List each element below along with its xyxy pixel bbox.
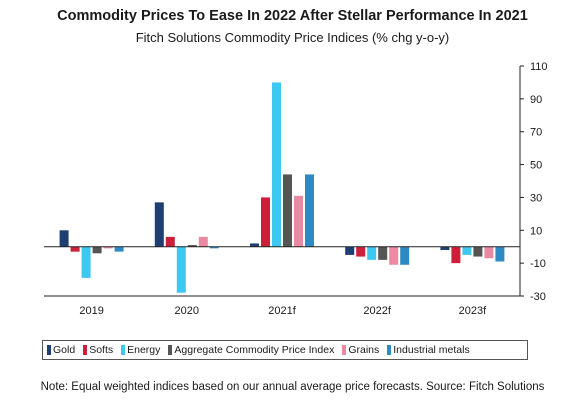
legend-swatch (387, 345, 392, 355)
legend-swatch (121, 345, 126, 355)
legend-label: Softs (89, 344, 114, 356)
y-tick-label: 30 (530, 192, 542, 204)
bar-gold-2020 (154, 202, 164, 247)
x-category-label: 2021f (268, 305, 296, 317)
bar-softs-2022f (356, 246, 366, 257)
legend-label: Gold (53, 344, 76, 356)
bar-softs-2020 (165, 236, 175, 247)
chart-subtitle: Fitch Solutions Commodity Price Indices … (135, 30, 450, 45)
legend-item-energy: Energy (121, 344, 160, 356)
y-axis-ticks: -30 -10 10 30 50 70 90 110 (520, 61, 548, 303)
bar-energy-2022f (367, 246, 377, 260)
legend-item-industrial-metals: Industrial metals (387, 344, 470, 356)
bar-grains-2019 (103, 246, 113, 249)
y-tick-label: -10 (530, 258, 546, 270)
bar-grains-2021f (294, 195, 303, 247)
bar-aggregate-commodity-price-index-2023f (473, 246, 483, 257)
bar-aggregate-commodity-price-index-2021f (283, 174, 292, 247)
legend-swatch (83, 345, 88, 355)
legend-swatch (342, 345, 347, 355)
bar-softs-2021f (261, 197, 270, 247)
x-category-label: 2023f (459, 305, 487, 317)
y-tick-label: 70 (530, 127, 542, 139)
chart-note: Note: Equal weighted indices based on ou… (40, 381, 545, 393)
legend-item-softs: Softs (83, 344, 113, 356)
x-category-label: 2020 (175, 305, 199, 317)
bar-grains-2022f (389, 246, 399, 265)
y-tick-label: 110 (530, 61, 548, 73)
bar-industrial-metals-2020 (209, 246, 219, 249)
bar-grains-2020 (198, 236, 208, 247)
bar-industrial-metals-2021f (305, 174, 314, 247)
legend-item-aggregate-commodity-price-index: Aggregate Commodity Price Index (168, 344, 334, 356)
x-category-label: 2019 (79, 305, 103, 317)
y-tick-label: -30 (530, 291, 546, 303)
bar-aggregate-commodity-price-index-2022f (378, 246, 388, 260)
legend-label: Energy (127, 344, 161, 356)
legend-swatch (47, 345, 51, 355)
bar-gold-2019 (59, 230, 69, 247)
bar-energy-2021f (272, 82, 281, 247)
y-tick-label: 50 (530, 160, 542, 172)
bar-aggregate-commodity-price-index-2019 (92, 246, 102, 254)
bar-softs-2019 (70, 246, 80, 252)
legend-swatch (168, 345, 173, 355)
bar-energy-2020 (176, 246, 186, 293)
bar-gold-2023f (440, 246, 450, 250)
bar-gold-2022f (345, 246, 355, 255)
bar-energy-2019 (81, 246, 91, 278)
bar-gold-2021f (250, 243, 259, 247)
bar-industrial-metals-2019 (114, 246, 124, 252)
bar-energy-2023f (462, 246, 472, 255)
bar-aggregate-commodity-price-index-2020 (187, 245, 197, 247)
x-category-label: 2022f (363, 305, 391, 317)
chart-title: Commodity Prices To Ease In 2022 After S… (57, 8, 528, 24)
legend: Gold Softs Energy Aggregate Commodity Price… (42, 340, 528, 360)
bar-industrial-metals-2022f (400, 246, 410, 265)
legend-label: Industrial metals (393, 344, 470, 356)
y-tick-label: 90 (530, 94, 542, 106)
legend-item-grains: Grains (342, 344, 379, 356)
y-tick-label: 10 (530, 225, 542, 237)
legend-label: Aggregate Commodity Price Index (174, 344, 335, 356)
bar-industrial-metals-2023f (495, 246, 505, 262)
legend-label: Grains (348, 344, 380, 356)
legend-item-gold: Gold (47, 344, 75, 356)
bars-group (59, 82, 505, 293)
bar-grains-2023f (484, 246, 494, 259)
x-axis-categories: 2019 2020 2021f 2022f 2023f (79, 305, 487, 317)
bar-softs-2023f (451, 246, 461, 264)
